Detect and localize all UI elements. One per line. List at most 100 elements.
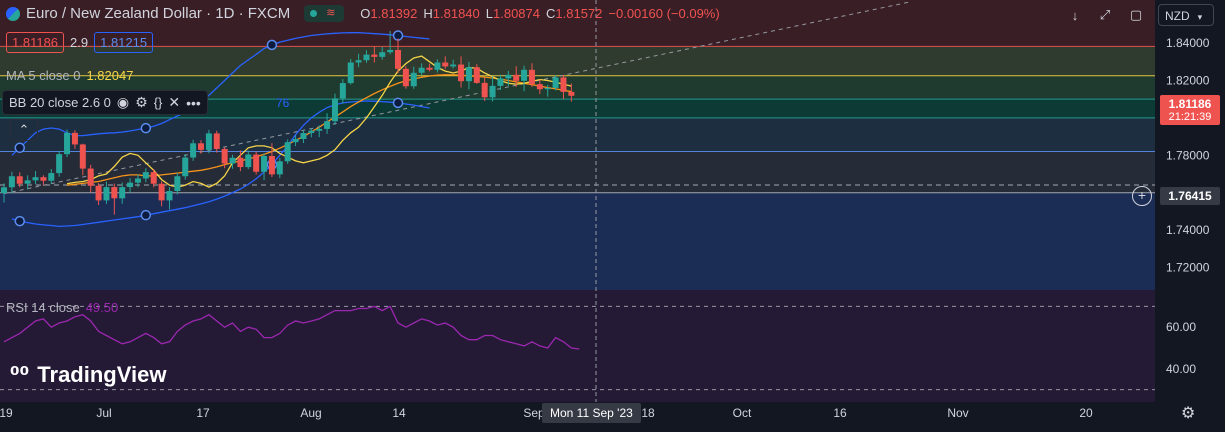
- candle-body-42: [331, 98, 338, 122]
- sell-button[interactable]: 1.81186: [6, 32, 65, 53]
- x-tick-0: 19: [0, 406, 13, 420]
- candles: [1, 30, 575, 215]
- bb-legend[interactable]: BB 20 close 2.6 0 ◉ ⚙ {} ✕ •••: [2, 90, 208, 115]
- y-tick-5: 1.74000: [1166, 223, 1210, 237]
- bb-label: BB 20 close 2.6 0: [9, 95, 111, 110]
- x-tick-8: 16: [833, 406, 847, 420]
- candle-body-40: [316, 128, 323, 131]
- eye-icon[interactable]: ◉: [116, 94, 130, 110]
- candle-body-46: [363, 54, 370, 61]
- symbol-title[interactable]: Euro / New Zealand Dollar · 1D · FXCM: [26, 5, 291, 22]
- candle-body-5: [40, 177, 47, 181]
- candle-body-48: [379, 52, 386, 57]
- bb-lower-handle-3: [392, 97, 404, 109]
- horizontal-levels: [0, 0, 1155, 402]
- collapse-legend-button[interactable]: ⌃: [10, 119, 38, 141]
- candle-body-19: [150, 172, 157, 184]
- rsi-pane-bg: [0, 290, 1155, 402]
- candle-body-70: [552, 77, 559, 88]
- x-tick-10: 20: [1079, 406, 1093, 420]
- x-tick-6: 18: [641, 406, 655, 420]
- candle-body-29: [229, 157, 236, 164]
- tradingview-logo-icon: ⁰⁰: [10, 362, 30, 387]
- candle-body-71: [560, 77, 567, 92]
- candle-body-68: [536, 84, 543, 90]
- ohlc-open: O1.81392: [360, 6, 418, 21]
- candle-body-33: [261, 156, 268, 172]
- zone-6: [0, 192, 1155, 290]
- candle-body-14: [111, 187, 118, 199]
- settings-gear-icon[interactable]: ⚙: [1181, 405, 1196, 422]
- bb-value-fragment: 76: [276, 96, 290, 110]
- bb-lower-handle-0: [14, 215, 26, 227]
- bb-upper-handle-1: [140, 122, 152, 134]
- candle-body-18: [142, 172, 149, 179]
- symbol-icon[interactable]: [6, 6, 20, 21]
- ma-legend[interactable]: MA 5 close 0 1.82047: [6, 68, 133, 83]
- buy-button[interactable]: 1.81215: [94, 32, 154, 53]
- ohlc-change: −0.00160 (−0.09%): [608, 6, 720, 21]
- crosshair-price-tag: 1.76415: [1160, 187, 1220, 205]
- candle-body-6: [48, 173, 55, 181]
- remove-icon[interactable]: ✕: [168, 94, 181, 110]
- y-tick-3: 1.78000: [1166, 148, 1210, 162]
- candle-body-62: [489, 85, 496, 98]
- candle-body-52: [410, 72, 417, 87]
- candle-body-39: [308, 130, 315, 134]
- candle-body-31: [245, 154, 252, 168]
- ma-label: MA 5 close 0: [6, 68, 81, 83]
- settings-icon[interactable]: ⚙: [135, 94, 148, 110]
- candle-body-43: [339, 83, 346, 99]
- header-legend: Euro / New Zealand Dollar · 1D · FXCM ≋ …: [6, 5, 720, 22]
- source-code-icon[interactable]: {}: [153, 95, 163, 110]
- candle-body-24: [190, 143, 197, 158]
- download-icon[interactable]: ↓: [1071, 7, 1079, 23]
- candle-body-38: [300, 133, 307, 140]
- market-status-icon[interactable]: ≋: [304, 5, 345, 22]
- bb-upper-line: [11, 32, 430, 156]
- zone-4: [0, 117, 1155, 152]
- candle-body-1: [8, 176, 15, 188]
- candle-body-10: [79, 144, 86, 169]
- candle-body-30: [237, 157, 244, 168]
- rsi-pane: [0, 305, 1155, 391]
- rsi-legend[interactable]: RSI 14 close 49.50: [6, 300, 118, 315]
- add-alert-icon[interactable]: +: [1132, 186, 1152, 206]
- candle-body-21: [166, 191, 173, 201]
- candle-body-26: [205, 133, 212, 150]
- fullscreen-icon[interactable]: ⤢: [1099, 7, 1111, 22]
- trend-line: [3, 1, 911, 195]
- x-tick-9: Nov: [947, 406, 968, 420]
- candle-body-12: [95, 185, 102, 201]
- candle-body-66: [521, 69, 528, 81]
- ma-value: 1.82047: [86, 68, 134, 83]
- candle-body-0: [1, 187, 7, 194]
- rsi-tick-1: 40.00: [1166, 362, 1196, 376]
- more-icon[interactable]: •••: [186, 94, 201, 111]
- candle-body-49: [387, 49, 394, 53]
- candle-body-44: [347, 62, 354, 84]
- tradingview-watermark[interactable]: ⁰⁰ TradingView: [10, 362, 167, 387]
- candle-body-58: [458, 64, 465, 82]
- candle-body-11: [87, 168, 94, 186]
- zone-0: [0, 0, 1155, 47]
- zone-1: [0, 46, 1155, 76]
- candle-body-28: [221, 148, 228, 164]
- candle-body-61: [481, 82, 488, 98]
- screenshot-icon[interactable]: ▢: [1129, 7, 1143, 22]
- currency-select[interactable]: NZD ▾: [1158, 4, 1214, 26]
- candle-body-34: [268, 156, 275, 175]
- candle-body-60: [473, 67, 480, 83]
- ohlc-high: H1.81840: [423, 6, 480, 21]
- candle-body-37: [292, 139, 299, 143]
- x-tick-3: Aug: [300, 406, 321, 420]
- candle-body-72: [568, 91, 575, 96]
- candle-body-20: [158, 183, 165, 201]
- spread-value: 2.9: [70, 35, 89, 50]
- candle-body-7: [56, 154, 63, 174]
- candle-body-51: [402, 68, 409, 87]
- candle-body-35: [276, 161, 283, 175]
- candle-body-25: [198, 143, 204, 150]
